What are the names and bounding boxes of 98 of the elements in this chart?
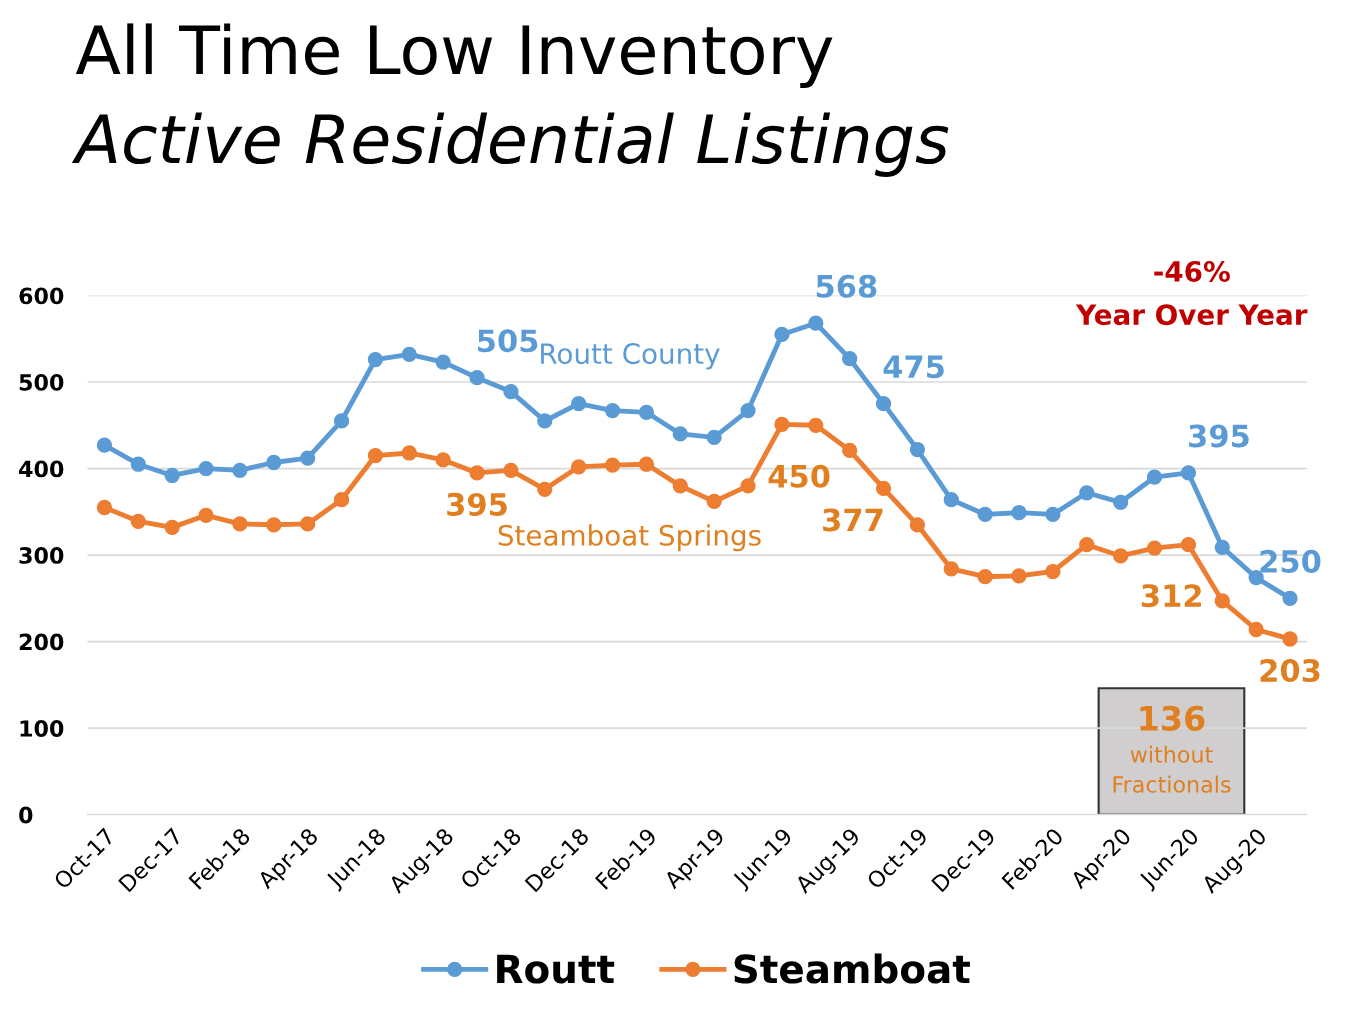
y-tick-label: 400	[19, 460, 64, 478]
point	[503, 383, 519, 400]
point	[1045, 506, 1061, 523]
point	[367, 447, 384, 464]
point	[909, 441, 926, 458]
point	[571, 459, 587, 475]
point	[740, 478, 756, 494]
point	[164, 519, 180, 536]
point	[537, 481, 553, 497]
point	[706, 429, 722, 446]
point	[266, 517, 282, 533]
point	[604, 457, 621, 473]
point	[842, 351, 858, 367]
chart-subtitle: Active Residential Listings	[71, 112, 949, 177]
point	[943, 492, 959, 508]
point	[333, 413, 350, 429]
annotation: Steamboat Springs	[498, 524, 761, 552]
annotation: without Fractionals	[1113, 745, 1231, 793]
point	[808, 417, 824, 433]
point	[1282, 590, 1298, 606]
point	[300, 450, 316, 466]
point	[1045, 563, 1061, 580]
data-label: 395	[1189, 424, 1249, 448]
point	[1214, 539, 1230, 555]
point	[1113, 494, 1129, 510]
point	[232, 516, 248, 532]
point	[1146, 469, 1163, 485]
point	[401, 346, 417, 362]
data-label: 395	[447, 492, 507, 516]
point	[1214, 593, 1230, 609]
point	[503, 462, 519, 478]
point	[130, 456, 146, 472]
point	[943, 561, 959, 577]
point	[469, 370, 485, 386]
point	[706, 493, 722, 510]
point	[435, 354, 451, 370]
data-label: 450	[768, 464, 830, 488]
y-tick-label: 0	[19, 806, 33, 824]
point	[1079, 485, 1095, 501]
point	[96, 499, 113, 516]
y-tick-label: 200	[19, 633, 64, 651]
point	[571, 396, 587, 412]
legend-label: Routt	[497, 954, 615, 984]
point	[435, 452, 451, 468]
point	[367, 351, 384, 368]
point	[1180, 537, 1197, 553]
point	[875, 396, 892, 412]
data-label: 203	[1260, 659, 1320, 683]
point	[537, 413, 553, 429]
point	[1113, 548, 1129, 564]
data-label: 475	[883, 355, 944, 379]
annotation: Year Over Year	[1075, 304, 1308, 326]
point	[774, 416, 790, 433]
point	[130, 513, 146, 529]
point	[875, 480, 892, 497]
point	[401, 445, 417, 461]
point	[1282, 631, 1298, 647]
data-label: 505	[478, 329, 538, 353]
annotation: Routt County	[541, 343, 720, 370]
data-label: 312	[1141, 584, 1201, 608]
point	[1011, 505, 1027, 521]
point	[774, 326, 790, 343]
point	[1248, 621, 1264, 638]
point	[96, 437, 113, 453]
point	[977, 569, 993, 585]
point	[198, 460, 214, 477]
legend-label: Steamboat	[734, 953, 970, 984]
point	[300, 516, 316, 532]
y-tick-label: 600	[19, 287, 64, 305]
point	[1180, 465, 1197, 481]
point	[672, 478, 688, 494]
point	[672, 426, 688, 442]
point	[842, 442, 858, 459]
point	[977, 506, 993, 523]
data-label: 250	[1260, 549, 1321, 573]
point	[638, 404, 655, 420]
point	[198, 507, 214, 523]
point	[232, 462, 248, 478]
point	[469, 465, 485, 481]
point	[164, 467, 180, 484]
point	[1079, 537, 1095, 553]
y-tick-label: 100	[20, 720, 64, 737]
point	[266, 454, 282, 471]
data-label: 377	[823, 508, 883, 532]
point	[604, 402, 621, 419]
annotation: 136	[1140, 705, 1205, 731]
point	[909, 517, 926, 533]
point	[1146, 540, 1163, 556]
point	[808, 315, 824, 331]
point	[638, 456, 655, 472]
text: -46%	[1154, 260, 1230, 282]
y-tick-label: 500	[19, 373, 64, 391]
data-label: 568	[816, 274, 877, 298]
chart-title: All Time Low Inventory	[75, 23, 833, 88]
point	[1011, 568, 1027, 584]
y-tick-label: 300	[19, 547, 64, 564]
point	[333, 492, 350, 508]
point	[740, 402, 756, 419]
